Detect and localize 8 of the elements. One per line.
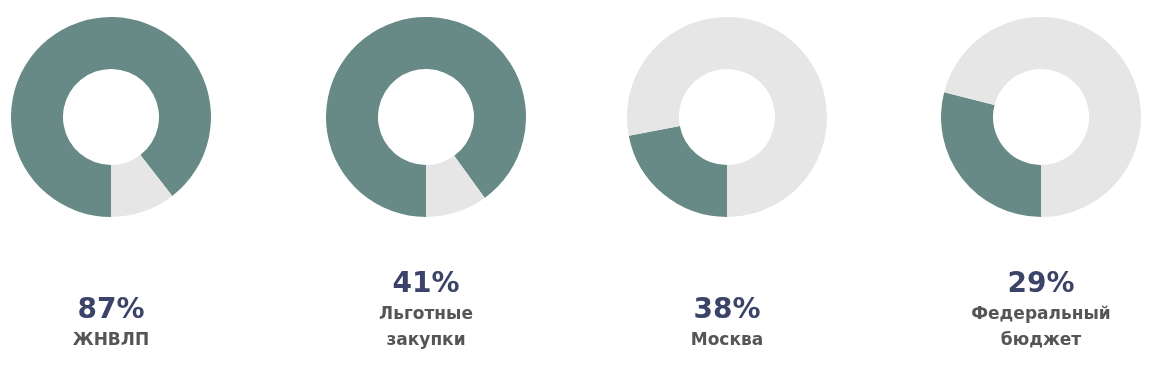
text: 87% [77, 292, 145, 326]
text: Москва [690, 328, 764, 351]
text: ЖНВЛП [72, 328, 150, 351]
text: Льготные закупки [378, 302, 474, 351]
text: 41% [392, 266, 460, 300]
text: 29% [1007, 266, 1075, 300]
text: 38% [693, 292, 761, 326]
text: Федеральный бюджет [970, 302, 1112, 351]
